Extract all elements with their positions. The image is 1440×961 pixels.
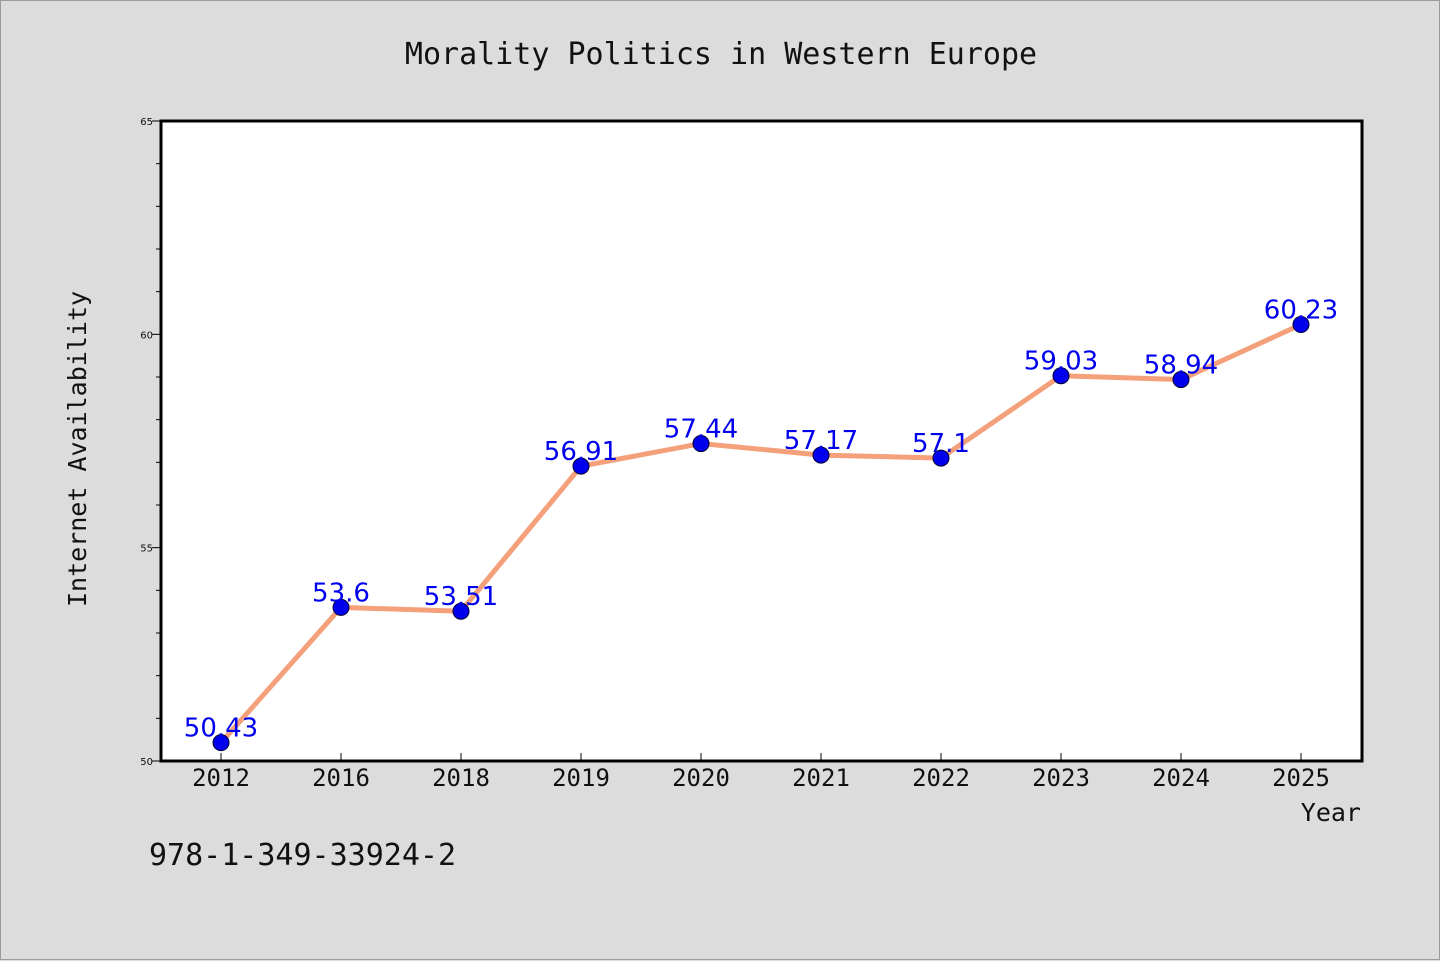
data-point-marker [572,457,590,475]
data-point-marker [212,734,230,752]
x-tick-label: 2023 [1032,764,1090,792]
data-point-marker [452,602,470,620]
y-axis-label: Internet Availability [63,291,92,607]
data-label: 53.51 [424,582,498,612]
data-point-marker [332,598,350,616]
data-point-marker [692,435,710,453]
x-tick-label: 2016 [312,764,370,792]
y-tick-label: 50 [140,757,153,768]
y-tick-label: 60 [140,330,153,341]
series-line [219,322,1303,745]
data-point-marker [812,446,830,464]
data-labels: 50.43 53.6 53.51 56.91 57.44 57.17 57.1 59.03 58… [184,296,1338,744]
data-point-marker [1172,371,1190,389]
x-tick-label: 2022 [912,764,970,792]
y-axis: 50 55 60 65 [140,117,161,768]
y-tick-label: 55 [140,544,153,555]
x-tick-label: 2025 [1272,764,1330,792]
data-label: 60.23 [1264,296,1338,326]
isbn-text: 978-1-349-33924-2 [149,838,456,873]
data-label: 50.43 [184,714,258,744]
x-tick-label: 2024 [1152,764,1210,792]
plot-area [159,119,1364,763]
data-point-marker [1052,367,1070,385]
data-label: 56.91 [544,437,618,467]
data-label: 59.03 [1024,347,1098,377]
data-label: 58.94 [1144,351,1218,381]
x-axis-label: Year [1301,798,1361,827]
chart-title: Morality Politics in Western Europe [405,37,1037,72]
y-tick-label: 65 [140,117,153,128]
x-axis: 2012 2016 2018 2019 2020 2021 2022 2023 2024 2025 [192,753,1330,792]
data-label: 57.1 [912,429,970,459]
x-tick-label: 2020 [672,764,730,792]
data-markers [212,316,1310,752]
data-label: 53.6 [312,578,370,608]
data-point-marker [932,449,950,467]
x-tick-label: 2019 [552,764,610,792]
data-label: 57.44 [664,415,738,445]
x-tick-label: 2012 [192,764,250,792]
data-point-marker [1292,316,1310,334]
data-label: 57.17 [784,426,858,456]
x-tick-label: 2021 [792,764,850,792]
x-tick-label: 2018 [432,764,490,792]
